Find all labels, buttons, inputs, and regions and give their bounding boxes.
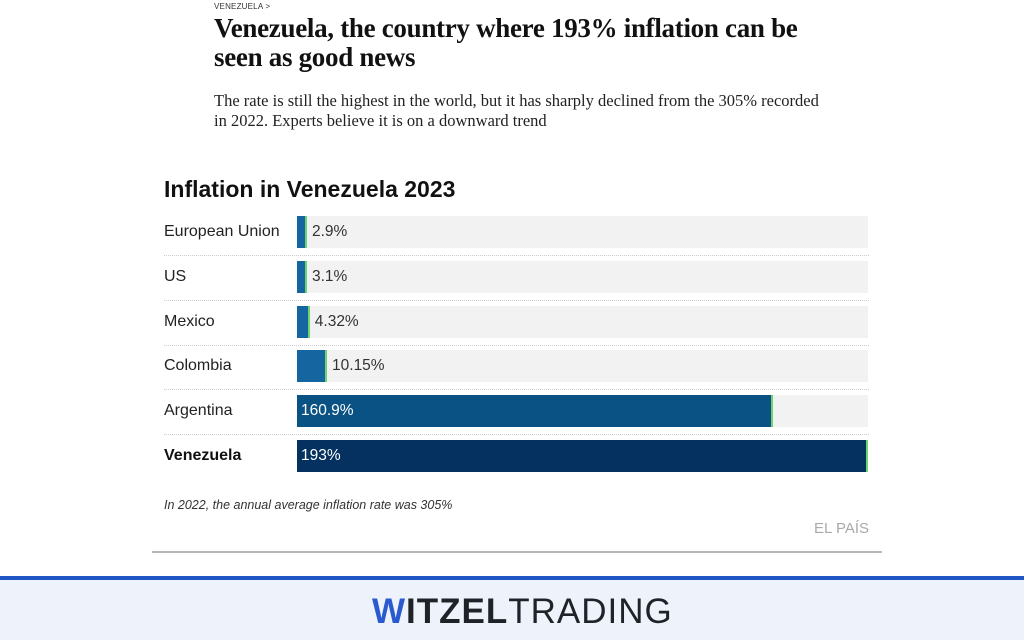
value-label: 193%: [301, 447, 341, 464]
row-separator: [164, 299, 869, 301]
row-separator: [164, 434, 869, 436]
headline: Venezuela, the country where 193% inflat…: [214, 13, 798, 72]
bar-row: Venezuela 193%: [164, 440, 869, 485]
bar-row: Argentina 160.9%: [164, 395, 869, 440]
bar: [297, 440, 868, 472]
bar-track: 10.15%: [297, 350, 868, 383]
witzel-trading-logo: WITZELTRADING: [372, 592, 673, 632]
category-label: Argentina: [164, 402, 233, 420]
category-label: Colombia: [164, 357, 232, 375]
category-label: Mexico: [164, 312, 215, 330]
bar-track: 193%: [297, 440, 868, 472]
divider: [152, 551, 882, 553]
bar: [297, 305, 310, 338]
value-label: 10.15%: [332, 357, 385, 375]
bar-row: US 3.1%: [164, 260, 869, 306]
category-label: US: [164, 267, 187, 285]
source-credit: EL PAÍS: [814, 520, 870, 537]
chart-note: In 2022, the annual average inflation ra…: [164, 498, 453, 512]
category-label: European Union: [164, 223, 280, 240]
value-label: 160.9%: [301, 402, 354, 420]
subheadline: The rate is still the highest in the wor…: [214, 91, 819, 130]
bar-track: 2.9%: [297, 216, 868, 248]
bar-row: Mexico 4.32%: [164, 305, 869, 351]
bar: [297, 260, 307, 293]
bar-row: Colombia 10.15%: [164, 350, 869, 395]
value-label: 4.32%: [314, 312, 359, 330]
bar: [297, 395, 774, 428]
value-label: 3.1%: [312, 267, 348, 285]
bar-track: 4.32%: [297, 305, 868, 338]
bar: [297, 216, 307, 248]
logo-bold: ITZEL: [406, 592, 509, 631]
bar: [297, 350, 328, 383]
logo-rest: TRADING: [508, 592, 673, 631]
footer-banner: [0, 576, 1024, 640]
logo-w: W: [372, 592, 407, 631]
row-separator: [164, 389, 869, 391]
row-separator: [164, 344, 869, 346]
breadcrumb[interactable]: VENEZUELA >: [214, 2, 271, 11]
bar-track: 160.9%: [297, 395, 868, 428]
bar-track: 3.1%: [297, 260, 868, 293]
value-label: 2.9%: [312, 223, 348, 240]
category-label: Venezuela: [164, 447, 242, 464]
row-separator: [164, 255, 869, 256]
chart-title: Inflation in Venezuela 2023: [164, 176, 456, 202]
bar-row: European Union 2.9%: [164, 216, 869, 261]
